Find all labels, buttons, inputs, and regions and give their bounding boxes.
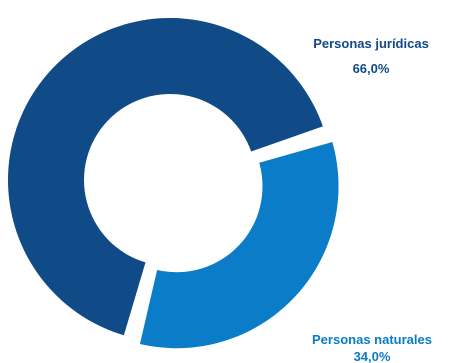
slice-personas-naturales xyxy=(139,141,339,349)
value-personas-naturales: 34,0% xyxy=(354,349,391,363)
value-personas-juridicas: 66,0% xyxy=(353,61,390,76)
label-personas-juridicas: Personas jurídicas xyxy=(313,36,429,51)
slice-personas-juridicas xyxy=(8,17,323,336)
label-personas-naturales: Personas naturales xyxy=(312,332,432,347)
